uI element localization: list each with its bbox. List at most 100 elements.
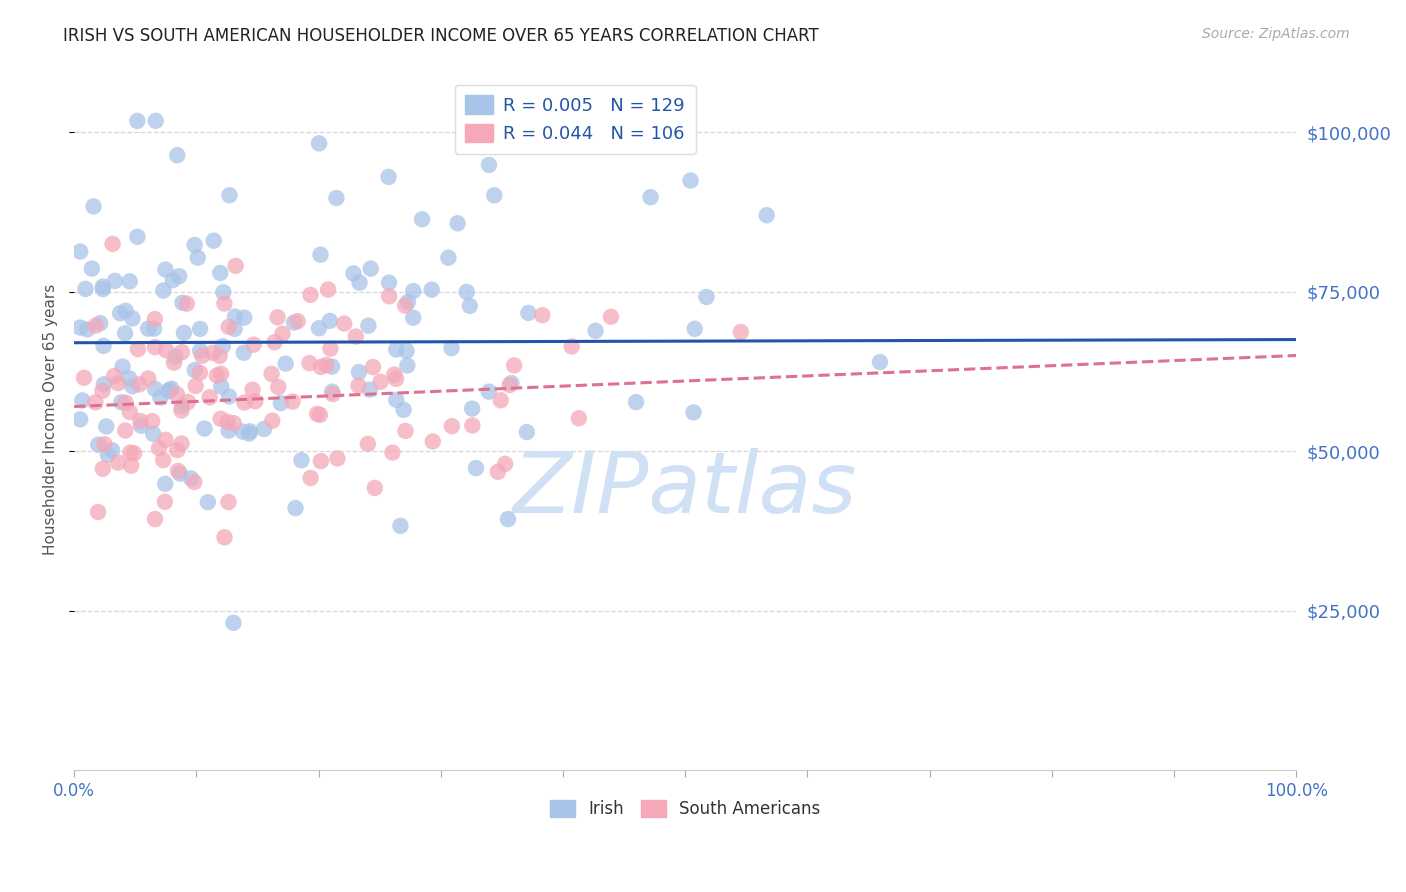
Point: [183, 475, 205, 489]
Point: [682, 405, 704, 419]
Point: [108, 306, 131, 320]
Point: [97, 448, 120, 462]
Point: [232, 425, 254, 439]
Point: [127, 114, 149, 128]
Point: [486, 465, 509, 479]
Point: [395, 343, 418, 358]
Point: [69, 244, 91, 259]
Point: [93, 339, 115, 353]
Point: [114, 424, 136, 438]
Point: [600, 310, 623, 324]
Point: [299, 288, 322, 302]
Point: [214, 296, 236, 310]
Point: [118, 274, 141, 288]
Point: [148, 441, 170, 455]
Point: [440, 341, 463, 355]
Y-axis label: Householder Income Over 65 years: Householder Income Over 65 years: [44, 284, 58, 555]
Point: [103, 369, 125, 384]
Point: [298, 356, 321, 370]
Point: [385, 372, 408, 386]
Point: [209, 367, 232, 381]
Point: [437, 251, 460, 265]
Point: [233, 395, 256, 409]
Point: [211, 339, 233, 353]
Point: [321, 359, 343, 374]
Point: [309, 248, 332, 262]
Point: [89, 316, 111, 330]
Point: [266, 310, 288, 325]
Point: [394, 299, 416, 313]
Point: [290, 453, 312, 467]
Point: [496, 512, 519, 526]
Point: [209, 266, 232, 280]
Point: [224, 310, 246, 324]
Point: [299, 471, 322, 485]
Point: [141, 414, 163, 428]
Point: [218, 188, 240, 202]
Point: [104, 274, 127, 288]
Point: [461, 418, 484, 433]
Point: [69, 320, 91, 334]
Point: [503, 359, 526, 373]
Point: [308, 136, 330, 151]
Point: [232, 345, 254, 359]
Point: [155, 343, 177, 358]
Point: [76, 322, 98, 336]
Point: [170, 399, 193, 413]
Point: [378, 276, 401, 290]
Point: [96, 419, 118, 434]
Point: [153, 495, 176, 509]
Legend: Irish, South Americans: Irish, South Americans: [544, 793, 827, 825]
Point: [198, 390, 221, 404]
Point: [361, 360, 384, 375]
Point: [91, 282, 114, 296]
Point: [118, 405, 141, 419]
Point: [114, 326, 136, 341]
Point: [392, 402, 415, 417]
Point: [683, 322, 706, 336]
Point: [411, 212, 433, 227]
Point: [165, 350, 187, 364]
Point: [263, 335, 285, 350]
Point: [695, 290, 717, 304]
Point: [155, 433, 177, 447]
Point: [385, 343, 408, 357]
Point: [381, 445, 404, 459]
Point: [494, 457, 516, 471]
Point: [420, 283, 443, 297]
Point: [143, 312, 166, 326]
Point: [191, 349, 214, 363]
Point: [129, 418, 152, 433]
Point: [166, 387, 188, 401]
Text: Source: ZipAtlas.com: Source: ZipAtlas.com: [1202, 27, 1350, 41]
Point: [456, 285, 478, 299]
Point: [160, 382, 183, 396]
Point: [260, 367, 283, 381]
Point: [396, 294, 419, 309]
Point: [322, 387, 344, 401]
Point: [239, 425, 262, 439]
Point: [224, 322, 246, 336]
Point: [121, 379, 143, 393]
Point: [347, 365, 370, 379]
Point: [267, 380, 290, 394]
Text: IRISH VS SOUTH AMERICAN HOUSEHOLDER INCOME OVER 65 YEARS CORRELATION CHART: IRISH VS SOUTH AMERICAN HOUSEHOLDER INCO…: [63, 27, 820, 45]
Point: [281, 394, 304, 409]
Point: [422, 434, 444, 449]
Point: [169, 467, 191, 481]
Point: [129, 414, 152, 428]
Point: [382, 368, 405, 382]
Point: [274, 357, 297, 371]
Point: [316, 283, 339, 297]
Point: [101, 236, 124, 251]
Point: [309, 454, 332, 468]
Point: [321, 384, 343, 399]
Point: [107, 456, 129, 470]
Point: [271, 326, 294, 341]
Point: [357, 437, 380, 451]
Point: [167, 464, 190, 478]
Point: [245, 394, 267, 409]
Point: [201, 346, 224, 360]
Point: [396, 359, 419, 373]
Point: [370, 375, 392, 389]
